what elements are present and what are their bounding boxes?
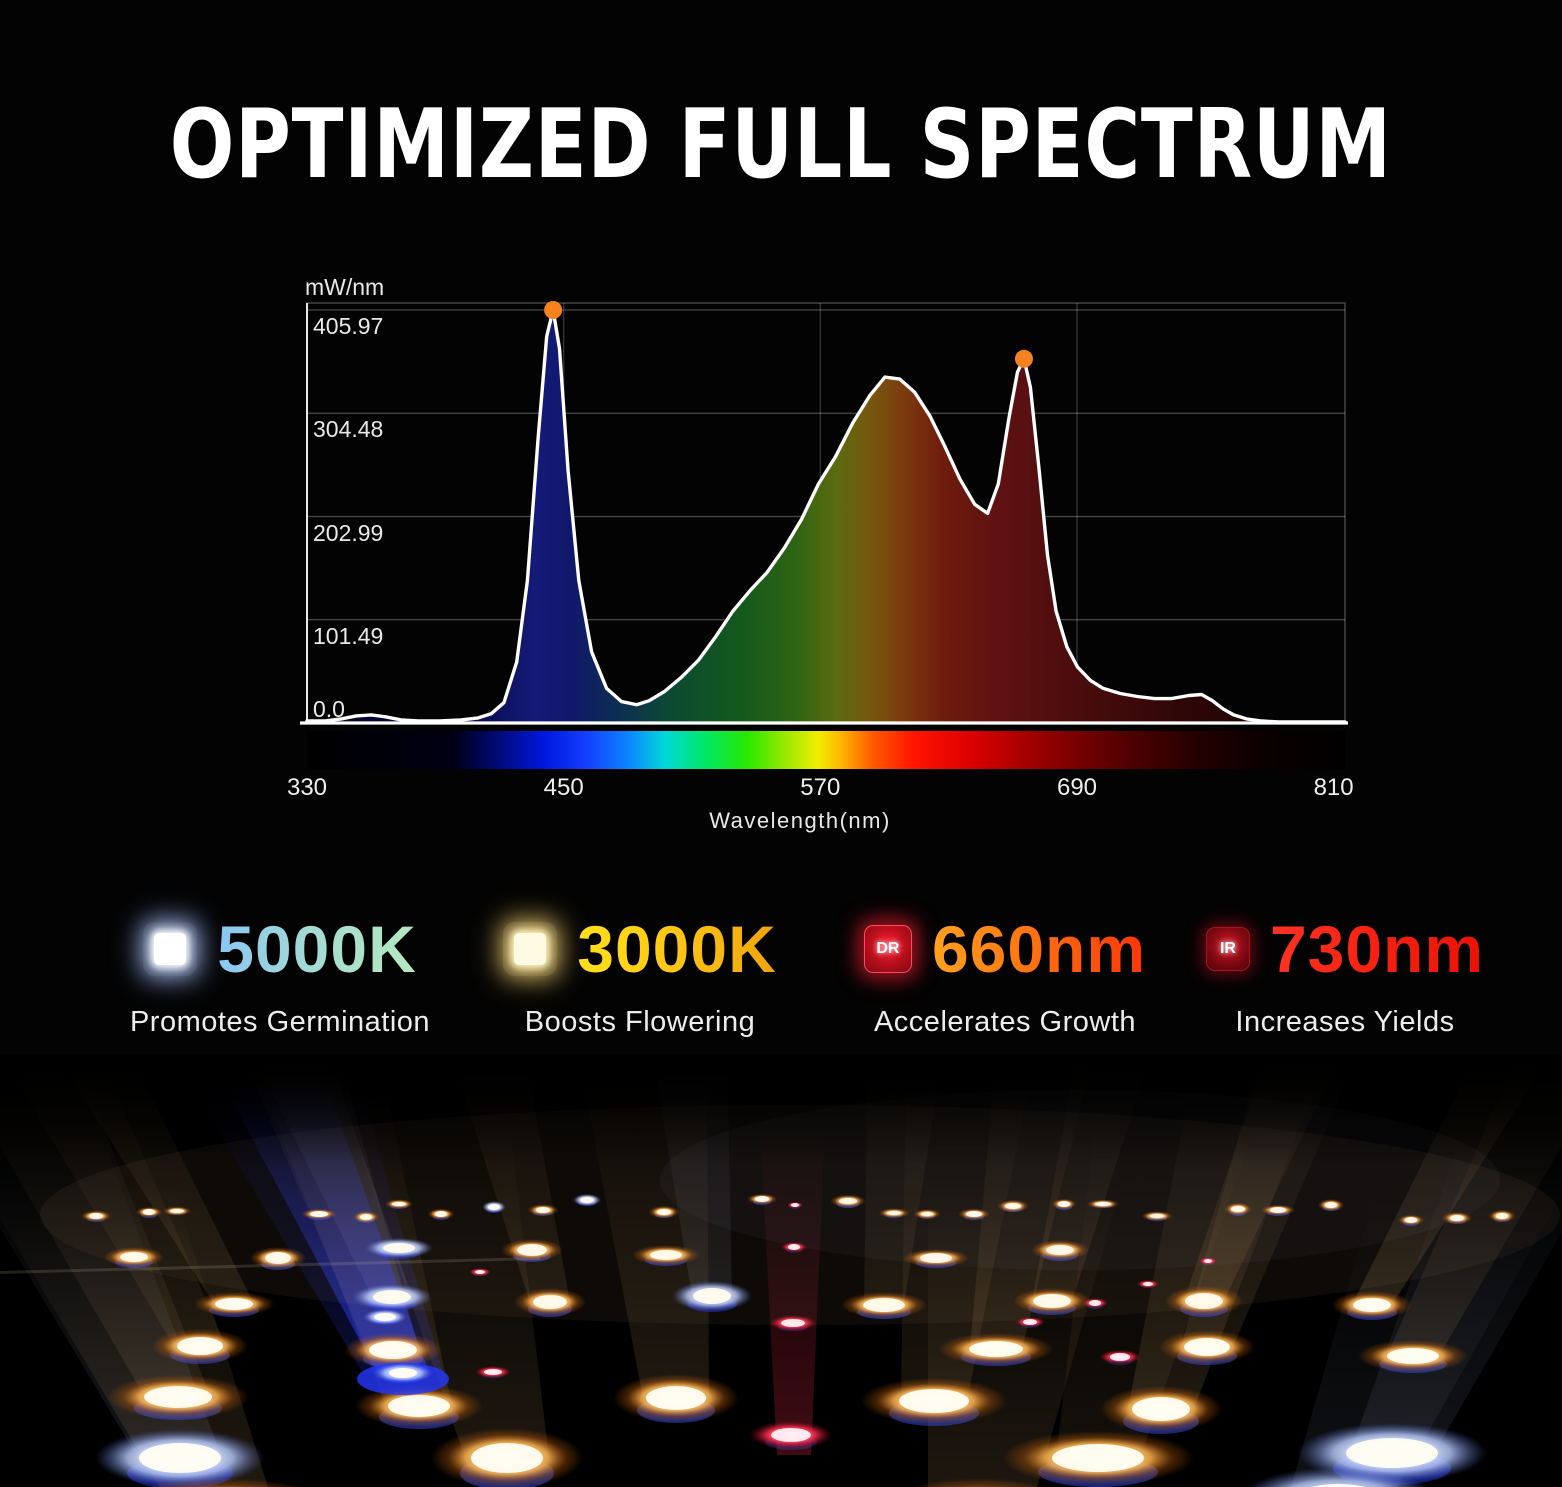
spectrum-curve bbox=[305, 308, 1347, 724]
y-tick-label: 405.97 bbox=[313, 313, 383, 339]
callout-description: Accelerates Growth bbox=[873, 1006, 1137, 1038]
y-tick-label: 0.0 bbox=[313, 696, 345, 722]
callout-description: Increases Yields bbox=[1235, 1006, 1455, 1038]
peak-marker bbox=[1014, 349, 1033, 368]
x-tick-label: 450 bbox=[544, 774, 584, 801]
led-panel-photo-svg bbox=[0, 1043, 1562, 1487]
peak-markers bbox=[544, 301, 1033, 368]
wavelength-colorbar bbox=[307, 731, 1345, 769]
callout-3000k-header: 3000K bbox=[503, 906, 777, 992]
peak-marker bbox=[544, 301, 563, 319]
page-title: OPTIMIZED FULL SPECTRUM bbox=[169, 90, 1393, 200]
deep-red-led-icon-label: DR bbox=[876, 940, 900, 957]
white-led-chip-icon bbox=[143, 922, 198, 976]
callout-3000k: 3000K Boosts Flowering bbox=[480, 906, 800, 1039]
y-tick-label: 101.49 bbox=[313, 623, 383, 649]
callout-description: Boosts Flowering bbox=[524, 1006, 756, 1038]
x-tick-label: 570 bbox=[800, 774, 840, 801]
title-row: OPTIMIZED FULL SPECTRUM bbox=[0, 98, 1562, 193]
ir-led-icon-label: IR bbox=[1219, 940, 1236, 957]
spectrum-area-fill bbox=[307, 310, 1345, 723]
deep-red-led-icon: DR bbox=[863, 925, 912, 973]
led-panel-photo bbox=[0, 1043, 1562, 1487]
callout-660nm: DR 660nm Accelerates Growth bbox=[840, 906, 1170, 1039]
callout-value: 660nm bbox=[931, 912, 1147, 986]
y-tick-label: 202.99 bbox=[313, 520, 383, 546]
ir-led-icon: IR bbox=[1205, 927, 1250, 971]
callout-730nm: IR 730nm Increases Yields bbox=[1180, 906, 1510, 1039]
x-axis-title: Wavelength(nm) bbox=[709, 808, 891, 833]
callout-value: 730nm bbox=[1269, 912, 1485, 986]
callout-5000k: 5000K Promotes Germination bbox=[95, 906, 465, 1039]
y-tick-label: 304.48 bbox=[313, 416, 383, 442]
spectrum-chart: mW/nm 405.97 304.48 202.99 101.49 0.0 33… bbox=[287, 274, 1354, 833]
callout-value: 3000K bbox=[577, 912, 777, 986]
x-tick-label: 330 bbox=[287, 774, 327, 801]
callout-660nm-header: DR 660nm bbox=[863, 906, 1147, 992]
warm-led-chip-icon bbox=[503, 922, 558, 976]
callout-description: Promotes Germination bbox=[129, 1006, 431, 1038]
x-tick-label: 810 bbox=[1314, 774, 1354, 801]
x-tick-label: 690 bbox=[1057, 774, 1097, 801]
callout-5000k-header: 5000K bbox=[143, 906, 417, 992]
callout-730nm-header: IR 730nm bbox=[1205, 906, 1485, 992]
callout-value: 5000K bbox=[217, 912, 417, 986]
y-axis-unit-label: mW/nm bbox=[305, 274, 384, 300]
